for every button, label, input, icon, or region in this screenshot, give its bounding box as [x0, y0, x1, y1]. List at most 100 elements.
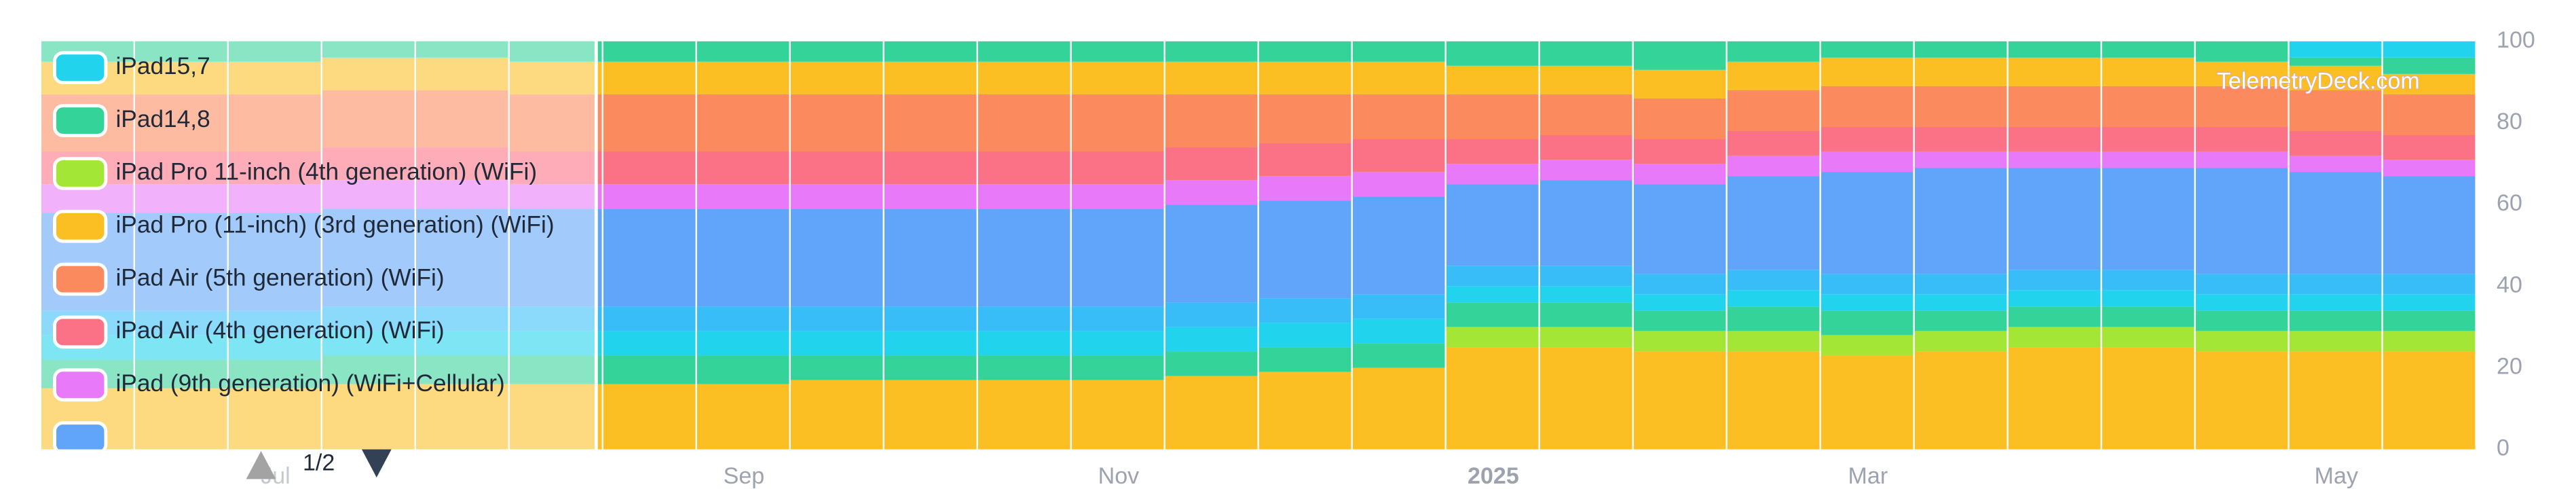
- bar-segment: [135, 184, 227, 213]
- bar-segment: [2195, 168, 2288, 274]
- bar-segment: [2008, 306, 2101, 327]
- bar-segment: [1914, 351, 2007, 450]
- bar-segment: [1539, 286, 1632, 303]
- bar-segment: [2289, 310, 2382, 331]
- bar-segment: [2383, 94, 2476, 135]
- bar-segment: [1914, 57, 2007, 86]
- bar-segment: [322, 355, 415, 384]
- bar-segment: [1352, 343, 1445, 368]
- y-tick-label: 60: [2497, 190, 2522, 216]
- bar-segment: [2383, 176, 2476, 274]
- bar-segment: [1258, 94, 1351, 144]
- bar-segment: [1258, 372, 1351, 450]
- bar-segment: [2008, 41, 2101, 58]
- bar-segment: [1071, 209, 1164, 307]
- bar-segment: [135, 151, 227, 185]
- bar-segment: [1352, 196, 1445, 295]
- bar-segment: [790, 41, 883, 62]
- bar-segment: [884, 61, 977, 94]
- bar-segment: [1258, 176, 1351, 201]
- bar-segment: [1633, 98, 1726, 140]
- bar-segment: [1914, 168, 2007, 274]
- bar-segment: [2102, 41, 2195, 58]
- bar-segment: [229, 151, 321, 185]
- legend-label: iPad15,7: [115, 53, 210, 79]
- bar-segment: [1727, 176, 1820, 270]
- bar-segment: [1539, 180, 1632, 266]
- bar-segment: [884, 380, 977, 450]
- bar-segment: [1258, 143, 1351, 177]
- legend-label: iPad Air (4th generation) (WiFi): [115, 317, 444, 344]
- bar-segment: [2008, 270, 2101, 291]
- legend-page-up[interactable]: [246, 451, 276, 479]
- bar-segment: [1821, 274, 1914, 295]
- bar-segment: [2195, 61, 2288, 86]
- legend-label: iPad Air (5th generation) (WiFi): [115, 264, 444, 291]
- bar-segment: [1165, 376, 1258, 450]
- bar-segment: [2195, 41, 2288, 62]
- bar-segment: [1446, 347, 1539, 450]
- bar-segment: [509, 306, 602, 331]
- bar-segment: [2383, 351, 2476, 450]
- bar-segment: [1539, 65, 1632, 94]
- bar-segment: [884, 151, 977, 185]
- bar-segment: [1258, 41, 1351, 62]
- bar-segment: [2289, 172, 2382, 274]
- bar-segment: [2008, 151, 2101, 168]
- bar-segment: [135, 310, 227, 336]
- bar-segment: [603, 355, 696, 384]
- bar-segment: [1071, 306, 1164, 331]
- bar-segment: [1071, 331, 1164, 356]
- bar-segment: [509, 209, 602, 307]
- legend-page: 1/2: [303, 450, 335, 476]
- bar-segment: [1821, 294, 1914, 311]
- legend: iPad15,7 iPad14,8 iPad Pro 11-inch (4th ge…: [53, 51, 555, 450]
- bar-segment: [1446, 184, 1539, 266]
- bar-segment: [790, 355, 883, 380]
- bar-segment: [135, 335, 227, 360]
- bar-segment: [2195, 274, 2288, 295]
- bar-segment: [977, 184, 1070, 209]
- bar-segment: [1914, 126, 2007, 152]
- bar-segment: [1914, 331, 2007, 352]
- bar-segment: [696, 331, 789, 356]
- bar-segment: [2289, 41, 2382, 58]
- bar-segment: [1914, 294, 2007, 311]
- bar-segment: [415, 147, 508, 181]
- bar-segment: [1727, 156, 1820, 177]
- bar-segment: [790, 151, 883, 185]
- legend-swatch: [53, 262, 108, 296]
- bar-segment: [790, 209, 883, 307]
- bar-segment: [1258, 200, 1351, 299]
- bar-segment: [1446, 65, 1539, 94]
- bar-segment: [135, 61, 227, 94]
- bar-segment: [1071, 355, 1164, 380]
- bar-segment: [1539, 266, 1632, 287]
- bar-segment: [2102, 270, 2195, 291]
- bar-segment: [135, 213, 227, 311]
- bar-segment: [2195, 86, 2288, 127]
- bar-segment: [135, 41, 227, 62]
- bar-segment: [2289, 294, 2382, 311]
- bar-segment: [603, 41, 696, 62]
- legend-swatch: [53, 51, 108, 85]
- bar-segment: [2195, 331, 2288, 352]
- bar-segment: [1539, 302, 1632, 327]
- bar-segment: [1446, 327, 1539, 348]
- bar-segment: [1165, 351, 1258, 376]
- bar-segment: [1727, 290, 1820, 307]
- bar-segment: [2008, 347, 2101, 450]
- bar-segment: [2289, 130, 2382, 156]
- bar-segment: [603, 331, 696, 356]
- bar-segment: [135, 94, 227, 152]
- bar-segment: [2008, 168, 2101, 270]
- bar-segment: [2383, 274, 2476, 295]
- x-tick-label: 2025: [1468, 463, 1519, 489]
- bar-segment: [415, 355, 508, 384]
- x-tick-label: Sep: [724, 463, 765, 489]
- legend-label: iPad Pro 11-inch (4th generation) (WiFi): [115, 159, 537, 185]
- bar-segment: [977, 331, 1070, 356]
- legend-page-down[interactable]: [361, 449, 392, 477]
- legend-swatch: [53, 104, 108, 137]
- bar-segment: [696, 355, 789, 384]
